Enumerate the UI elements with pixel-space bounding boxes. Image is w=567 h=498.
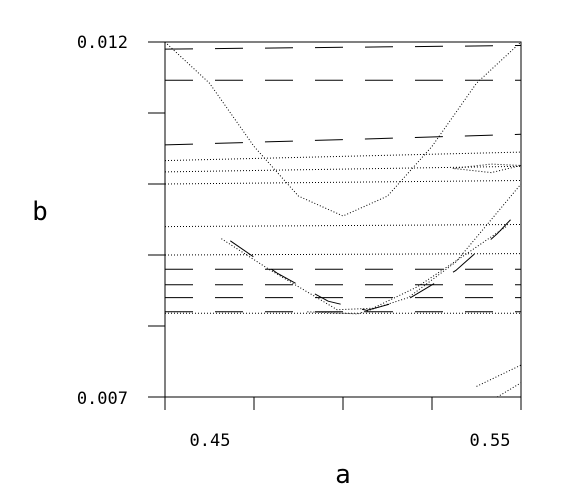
series-19 — [164, 45, 522, 50]
x-tick-label-left: 0.45 — [190, 431, 231, 451]
series-5 — [497, 382, 522, 398]
series-14 — [164, 180, 522, 185]
y-axis-ticks — [148, 41, 165, 398]
series-4 — [476, 364, 522, 387]
series-0 — [164, 41, 522, 217]
x-axis-ticks — [164, 397, 522, 410]
x-axis-label: a — [335, 460, 351, 490]
y-axis-label: b — [32, 197, 48, 227]
y-tick-label-top: 0.012 — [77, 33, 128, 53]
series-12 — [164, 253, 522, 256]
series-2 — [230, 208, 522, 311]
y-tick-label-bottom: 0.007 — [77, 389, 128, 409]
series-16 — [164, 151, 522, 162]
series-3 — [307, 183, 522, 315]
series-1 — [221, 226, 507, 311]
x-tick-label-right: 0.55 — [470, 431, 511, 451]
series-layer — [164, 41, 522, 398]
series-6 — [452, 163, 522, 174]
series-17 — [164, 133, 522, 146]
series-13 — [164, 224, 522, 228]
series-15 — [164, 165, 522, 173]
